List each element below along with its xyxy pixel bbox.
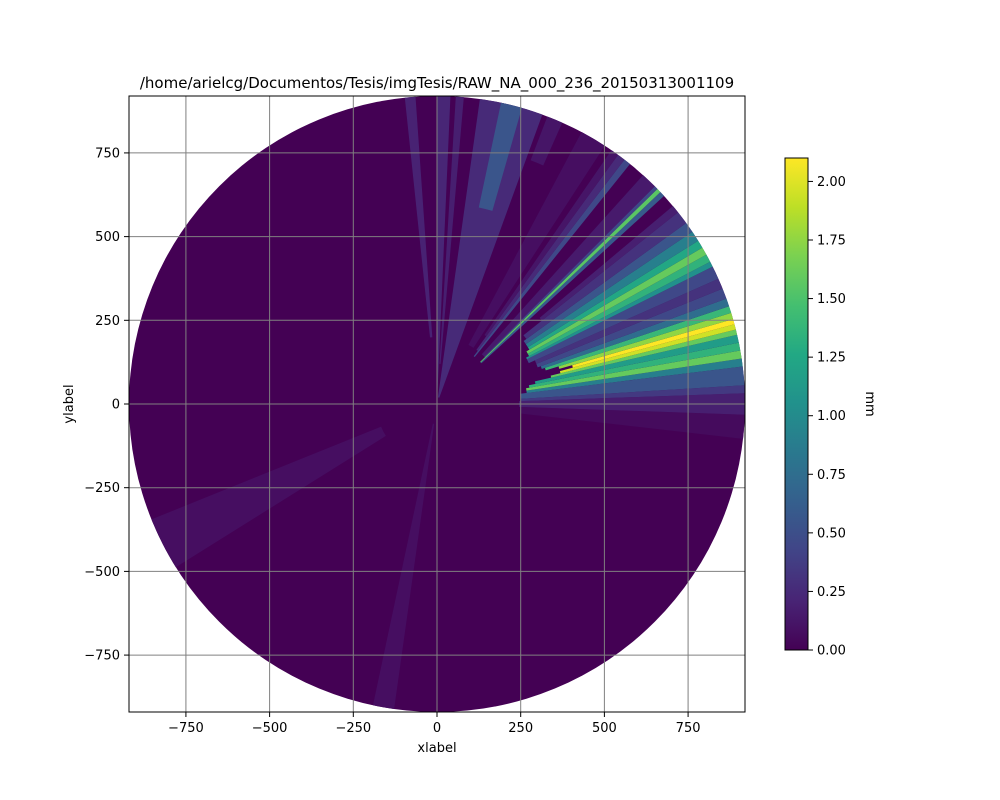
colorbar-label: mm (862, 391, 877, 416)
sector-32 (484, 186, 658, 358)
sector-24 (526, 247, 707, 354)
colorbar-frame (784, 157, 809, 651)
sector-19 (536, 288, 727, 368)
x-tick-label-6: 750 (676, 721, 701, 736)
y-tick-label-3: 0 (112, 398, 120, 413)
sector-27 (523, 222, 693, 345)
sector-9 (526, 358, 743, 393)
sector-34 (473, 159, 630, 358)
y-tick-label-2: 250 (95, 314, 120, 329)
x-tick-label-5: 500 (592, 721, 617, 736)
y-tick-label-1: 500 (95, 230, 120, 245)
x-tick-label-4: 250 (508, 721, 533, 736)
y-axis-ticks: 750 500 250 0 −250 −500 −750 (84, 146, 129, 664)
sector-22 (526, 261, 713, 360)
chart-title: /home/arielcg/Documentos/Tesis/imgTesis/… (140, 74, 734, 93)
colorbar-gradient (785, 158, 808, 650)
y-tick-label-6: −750 (84, 649, 120, 664)
sector-36 (484, 150, 619, 337)
sector-1 (439, 96, 464, 364)
colorbar-tick-label-4: 1.00 (817, 409, 846, 424)
sector-0 (437, 96, 451, 391)
sector-26 (525, 231, 699, 348)
grid-lines (129, 96, 745, 712)
sector-25 (527, 240, 703, 350)
sector-33 (481, 175, 655, 357)
colorbar-tick-label-1: 0.25 (817, 585, 846, 600)
sector-21 (526, 266, 719, 364)
y-tick-label-5: −500 (84, 565, 120, 580)
x-tick-label-2: −250 (335, 721, 371, 736)
colorbar: 0.00 0.25 0.50 0.75 1.00 1.25 1.50 1.75 2.00 mm (784, 157, 877, 659)
y-tick-label-0: 750 (95, 146, 120, 161)
sector-37 (468, 132, 605, 348)
colorbar-tick-label-5: 1.25 (817, 351, 846, 366)
sector-5 (520, 406, 745, 439)
sector-14 (559, 324, 736, 374)
y-tick-label-4: −250 (84, 481, 120, 496)
sector-2 (437, 99, 543, 398)
x-axis-label: xlabel (417, 741, 456, 756)
y-axis-label: ylabel (62, 384, 77, 423)
sector-18 (540, 298, 730, 369)
x-tick-label-3: 0 (433, 721, 441, 736)
sector-16 (558, 312, 734, 369)
sector-20 (534, 278, 723, 364)
sector-3 (478, 102, 522, 211)
colorbar-tick-label-2: 0.50 (817, 526, 846, 541)
sector-7 (520, 385, 745, 402)
colorbar-tick-label-0: 0.00 (817, 644, 846, 659)
colorbar-tick-label-6: 1.50 (817, 292, 846, 307)
sector-39 (151, 426, 386, 568)
sector-35 (476, 154, 625, 351)
sector-11 (528, 342, 741, 388)
x-axis-ticks: −750 −500 −250 0 250 500 750 (168, 712, 701, 736)
sector-40 (404, 96, 433, 338)
x-tick-label-0: −750 (168, 721, 204, 736)
sector-29 (539, 206, 679, 321)
colorbar-tick-label-3: 0.75 (817, 468, 846, 483)
colorbar-tick-label-7: 1.75 (817, 234, 846, 249)
x-tick-label-1: −500 (252, 721, 288, 736)
colorbar-tick-label-8: 2.00 (817, 175, 846, 190)
sector-13 (550, 329, 738, 378)
sector-15 (572, 319, 735, 368)
sector-31 (480, 188, 661, 363)
sector-38 (372, 423, 435, 709)
sector-17 (544, 306, 732, 371)
sector-23 (527, 254, 711, 357)
precipitation-sectors (151, 96, 745, 709)
colorbar-ticks: 0.00 0.25 0.50 0.75 1.00 1.25 1.50 1.75 2.00 (808, 175, 846, 659)
